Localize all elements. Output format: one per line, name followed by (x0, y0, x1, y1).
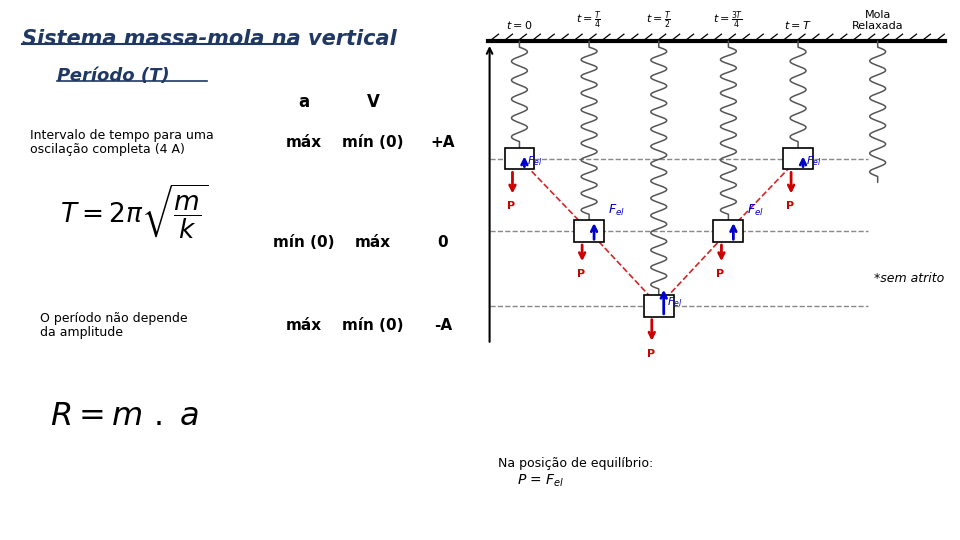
Text: P: P (786, 201, 794, 211)
Text: $F_{el}$: $F_{el}$ (806, 154, 822, 168)
Text: $t = \frac{T}{2}$: $t = \frac{T}{2}$ (646, 10, 671, 31)
Bar (783, 147, 813, 170)
Text: $F_{el}$: $F_{el}$ (666, 295, 682, 309)
Text: P: P (577, 269, 586, 279)
Text: mín (0): mín (0) (343, 318, 404, 333)
Text: mín (0): mín (0) (273, 235, 334, 250)
Text: mín (0): mín (0) (343, 134, 404, 150)
Text: $t = T$: $t = T$ (784, 19, 812, 31)
Text: P: P (716, 269, 725, 279)
Text: V: V (367, 93, 379, 111)
Text: P: P (508, 201, 516, 211)
Text: $t = \frac{T}{4}$: $t = \frac{T}{4}$ (576, 10, 602, 31)
Text: $t = 0$: $t = 0$ (506, 19, 533, 31)
Text: O período não depende: O período não depende (39, 312, 187, 325)
Text: *sem atrito: *sem atrito (874, 272, 944, 285)
Bar (574, 220, 604, 242)
Text: $R = m\ .\ a$: $R = m\ .\ a$ (50, 401, 199, 433)
Text: da amplitude: da amplitude (39, 326, 123, 339)
Text: $T = 2\pi\sqrt{\dfrac{m}{k}}$: $T = 2\pi\sqrt{\dfrac{m}{k}}$ (60, 183, 207, 241)
Text: máx: máx (355, 235, 392, 250)
Text: máx: máx (285, 134, 322, 150)
Text: oscilação completa (4 A): oscilação completa (4 A) (30, 143, 184, 156)
Text: Intervalo de tempo para uma: Intervalo de tempo para uma (30, 129, 214, 141)
Text: $F_{el}$: $F_{el}$ (747, 203, 764, 218)
Text: $F_{el}$: $F_{el}$ (527, 154, 542, 168)
Text: Período (T): Período (T) (57, 67, 169, 85)
Text: -A: -A (434, 318, 452, 333)
Text: Sistema massa-mola na vertical: Sistema massa-mola na vertical (22, 29, 396, 49)
Bar (644, 295, 674, 317)
Text: $t = \frac{3T}{4}$: $t = \frac{3T}{4}$ (713, 10, 743, 31)
Text: P: P (647, 349, 655, 359)
Bar (713, 220, 743, 242)
Text: a: a (298, 93, 309, 111)
Text: Na posição de equilíbrio:: Na posição de equilíbrio: (497, 457, 653, 470)
Text: máx: máx (285, 318, 322, 333)
Bar (505, 147, 535, 170)
Text: P = $F_{el}$: P = $F_{el}$ (517, 473, 564, 489)
Text: Mola
Relaxada: Mola Relaxada (852, 10, 903, 31)
Text: +A: +A (431, 134, 455, 150)
Text: 0: 0 (438, 235, 448, 250)
Text: $F_{el}$: $F_{el}$ (608, 203, 625, 218)
